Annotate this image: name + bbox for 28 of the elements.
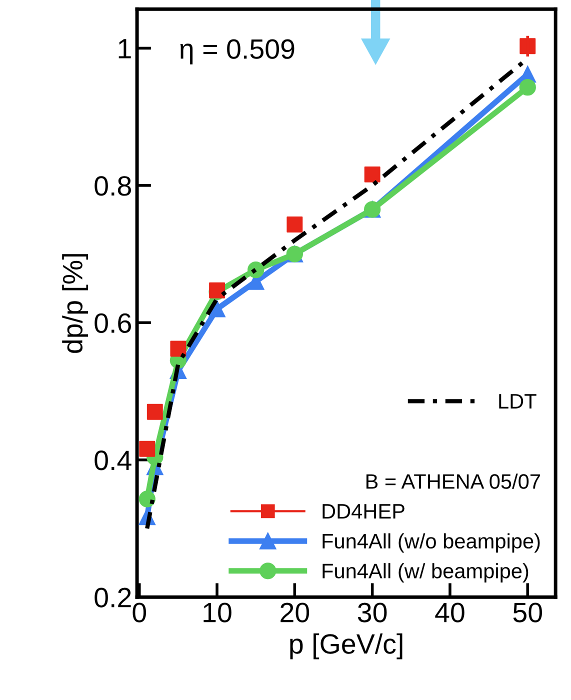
x-tick-label: 30 [358, 602, 387, 622]
point [248, 261, 264, 278]
point [139, 440, 156, 457]
point [146, 404, 163, 420]
y-tick-label: 0.2 [94, 588, 131, 608]
annotation: η = 0.509 [180, 39, 294, 64]
x-tick-label: 20 [280, 602, 310, 622]
x-tick-label: 0 [132, 602, 146, 622]
x-tick-label: 10 [204, 602, 232, 622]
point [286, 216, 303, 233]
y-tick-label: 0.8 [94, 176, 131, 196]
legend-label: LDT [499, 394, 536, 408]
x-tick-label: 50 [513, 602, 542, 622]
point [170, 340, 186, 357]
point [364, 166, 380, 182]
y-tick-label: 0.6 [94, 313, 131, 333]
x-axis-title: p [GeV/c] [290, 633, 402, 660]
point [208, 300, 226, 318]
legend-title: B = ATHENA 05/07 [366, 474, 540, 489]
y-tick-label: 1 [118, 39, 131, 58]
y-axis-title: dp/p [%] [62, 254, 88, 353]
legend-label: DD4HEP [322, 504, 404, 519]
x-tick-label: 40 [435, 602, 464, 622]
legend-label: Fun4All (w/o beampipe) [322, 533, 540, 553]
legend-label: Fun4All (w/ beampipe) [322, 563, 528, 583]
y-tick-label: 0.4 [94, 450, 132, 470]
point [138, 490, 156, 508]
point [519, 78, 536, 96]
